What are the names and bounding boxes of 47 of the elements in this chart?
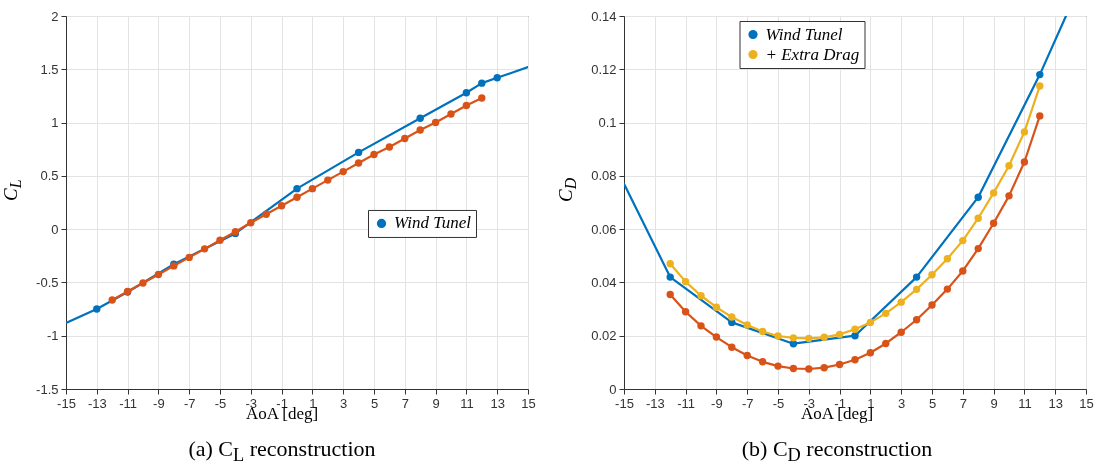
x-tick-label: 7 bbox=[959, 395, 967, 411]
x-tick-label: -9 bbox=[153, 395, 165, 411]
x-tick-label: 9 bbox=[432, 395, 440, 411]
y-tick-label: 0.08 bbox=[591, 168, 617, 184]
x-tick-label: 7 bbox=[401, 395, 409, 411]
x-tick-label: 9 bbox=[990, 395, 998, 411]
x-tick-label: -5 bbox=[214, 395, 227, 411]
y-tick-label: 0.1 bbox=[598, 115, 617, 131]
x-tick-label: 15 bbox=[521, 395, 536, 411]
x-tick-label: 11 bbox=[1018, 395, 1032, 411]
x-tick-label: 5 bbox=[928, 395, 937, 411]
x-tick-label: -15 bbox=[57, 395, 76, 411]
legend-label: Wind Tunel bbox=[765, 24, 843, 44]
x-tick-label: -11 bbox=[677, 395, 696, 411]
y-tick-label: -1.5 bbox=[36, 381, 59, 397]
x-tick-label: 3 bbox=[898, 395, 906, 411]
x-tick-label: 11 bbox=[460, 395, 474, 411]
text: (b) C$_{D}$ reconstruction bbox=[740, 436, 934, 467]
y-tick-label: 0.14 bbox=[591, 8, 617, 24]
x-tick-label: 3 bbox=[340, 395, 348, 411]
y-tick-label: 1 bbox=[51, 115, 59, 131]
y-tick-label: 0.06 bbox=[591, 221, 617, 237]
x-tick-label: 13 bbox=[1048, 395, 1063, 411]
y-tick-label: -0.5 bbox=[36, 274, 59, 290]
y-tick-label: -1 bbox=[46, 328, 59, 344]
legend-label: Wind Tunel bbox=[394, 213, 472, 233]
legend-label: + Extra Drag bbox=[765, 44, 860, 64]
x-tick-label: -7 bbox=[183, 395, 196, 411]
y-tick-label: 0.12 bbox=[591, 61, 617, 77]
y-tick-label: 0.02 bbox=[591, 328, 617, 344]
text: (a) C$_{L}$ reconstruction bbox=[187, 436, 377, 467]
x-tick-label: 5 bbox=[370, 395, 379, 411]
x-tick-label: -13 bbox=[87, 395, 107, 411]
y-tick-label: 0 bbox=[51, 221, 59, 237]
x-tick-label: -5 bbox=[772, 395, 785, 411]
y-tick-label: 0.5 bbox=[40, 168, 59, 184]
y-tick-label: 0 bbox=[609, 381, 617, 397]
x-tick-label: -7 bbox=[741, 395, 754, 411]
x-tick-label: -13 bbox=[645, 395, 665, 411]
y-tick-label: 2 bbox=[51, 8, 59, 24]
x-tick-label: -15 bbox=[615, 395, 634, 411]
x-tick-label: -11 bbox=[119, 395, 138, 411]
x-tick-label: 13 bbox=[490, 395, 505, 411]
x-tick-label: -9 bbox=[711, 395, 723, 411]
y-tick-label: 0.04 bbox=[591, 274, 617, 290]
x-tick-label: 15 bbox=[1079, 395, 1094, 411]
y-tick-label: 1.5 bbox=[40, 61, 59, 77]
